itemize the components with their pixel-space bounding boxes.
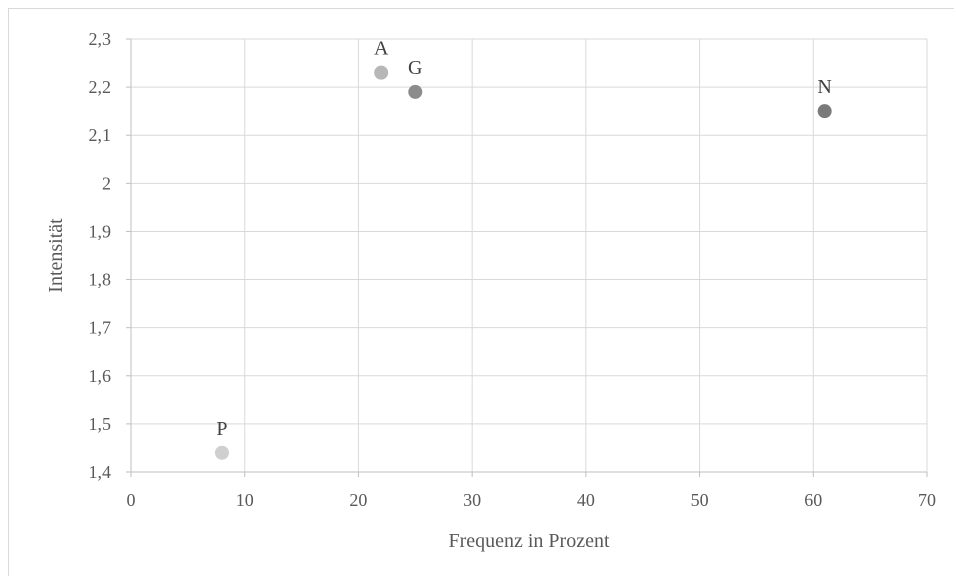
- y-tick-label: 1,4: [89, 462, 112, 482]
- x-tick-label: 60: [804, 490, 822, 510]
- y-tick-label: 2,1: [89, 125, 112, 145]
- y-tick-label: 1,7: [89, 318, 112, 338]
- data-point-label: G: [408, 57, 422, 79]
- x-tick-label: 10: [236, 490, 254, 510]
- x-tick-label: 20: [349, 490, 367, 510]
- x-tick-label: 30: [463, 490, 481, 510]
- data-point: [408, 84, 423, 99]
- y-axis-label: Intensität: [45, 218, 67, 293]
- y-tick-label: 1,5: [89, 414, 112, 434]
- data-point: [214, 445, 229, 460]
- grid: [131, 38, 928, 472]
- tick-labels: 0 10 20 30 40 50 60 70 1,4 1,5 1,6 1,7 1,8 1,9 2 2,1 2,2…: [89, 29, 937, 510]
- axes: [126, 38, 928, 477]
- x-tick-label: 40: [577, 490, 595, 510]
- x-axis-label: Frequenz in Prozent: [448, 530, 610, 552]
- chart-frame: [8, 8, 954, 576]
- data-point: [374, 65, 389, 80]
- x-tick-label: 70: [918, 490, 936, 510]
- x-tick-label: 0: [127, 490, 136, 510]
- data-point-label: P: [216, 418, 227, 440]
- y-tick-label: 1,6: [89, 366, 112, 386]
- y-tick-label: 2,2: [89, 77, 112, 97]
- x-tick-label: 50: [691, 490, 709, 510]
- data-point-label: N: [817, 76, 831, 98]
- y-tick-label: 2: [102, 173, 111, 193]
- y-tick-label: 1,8: [89, 270, 112, 290]
- data-point: [817, 104, 832, 119]
- y-tick-label: 2,3: [89, 29, 112, 49]
- data-points: AG N P: [214, 38, 832, 460]
- y-tick-label: 1,9: [89, 221, 112, 241]
- data-point-label: A: [374, 38, 389, 60]
